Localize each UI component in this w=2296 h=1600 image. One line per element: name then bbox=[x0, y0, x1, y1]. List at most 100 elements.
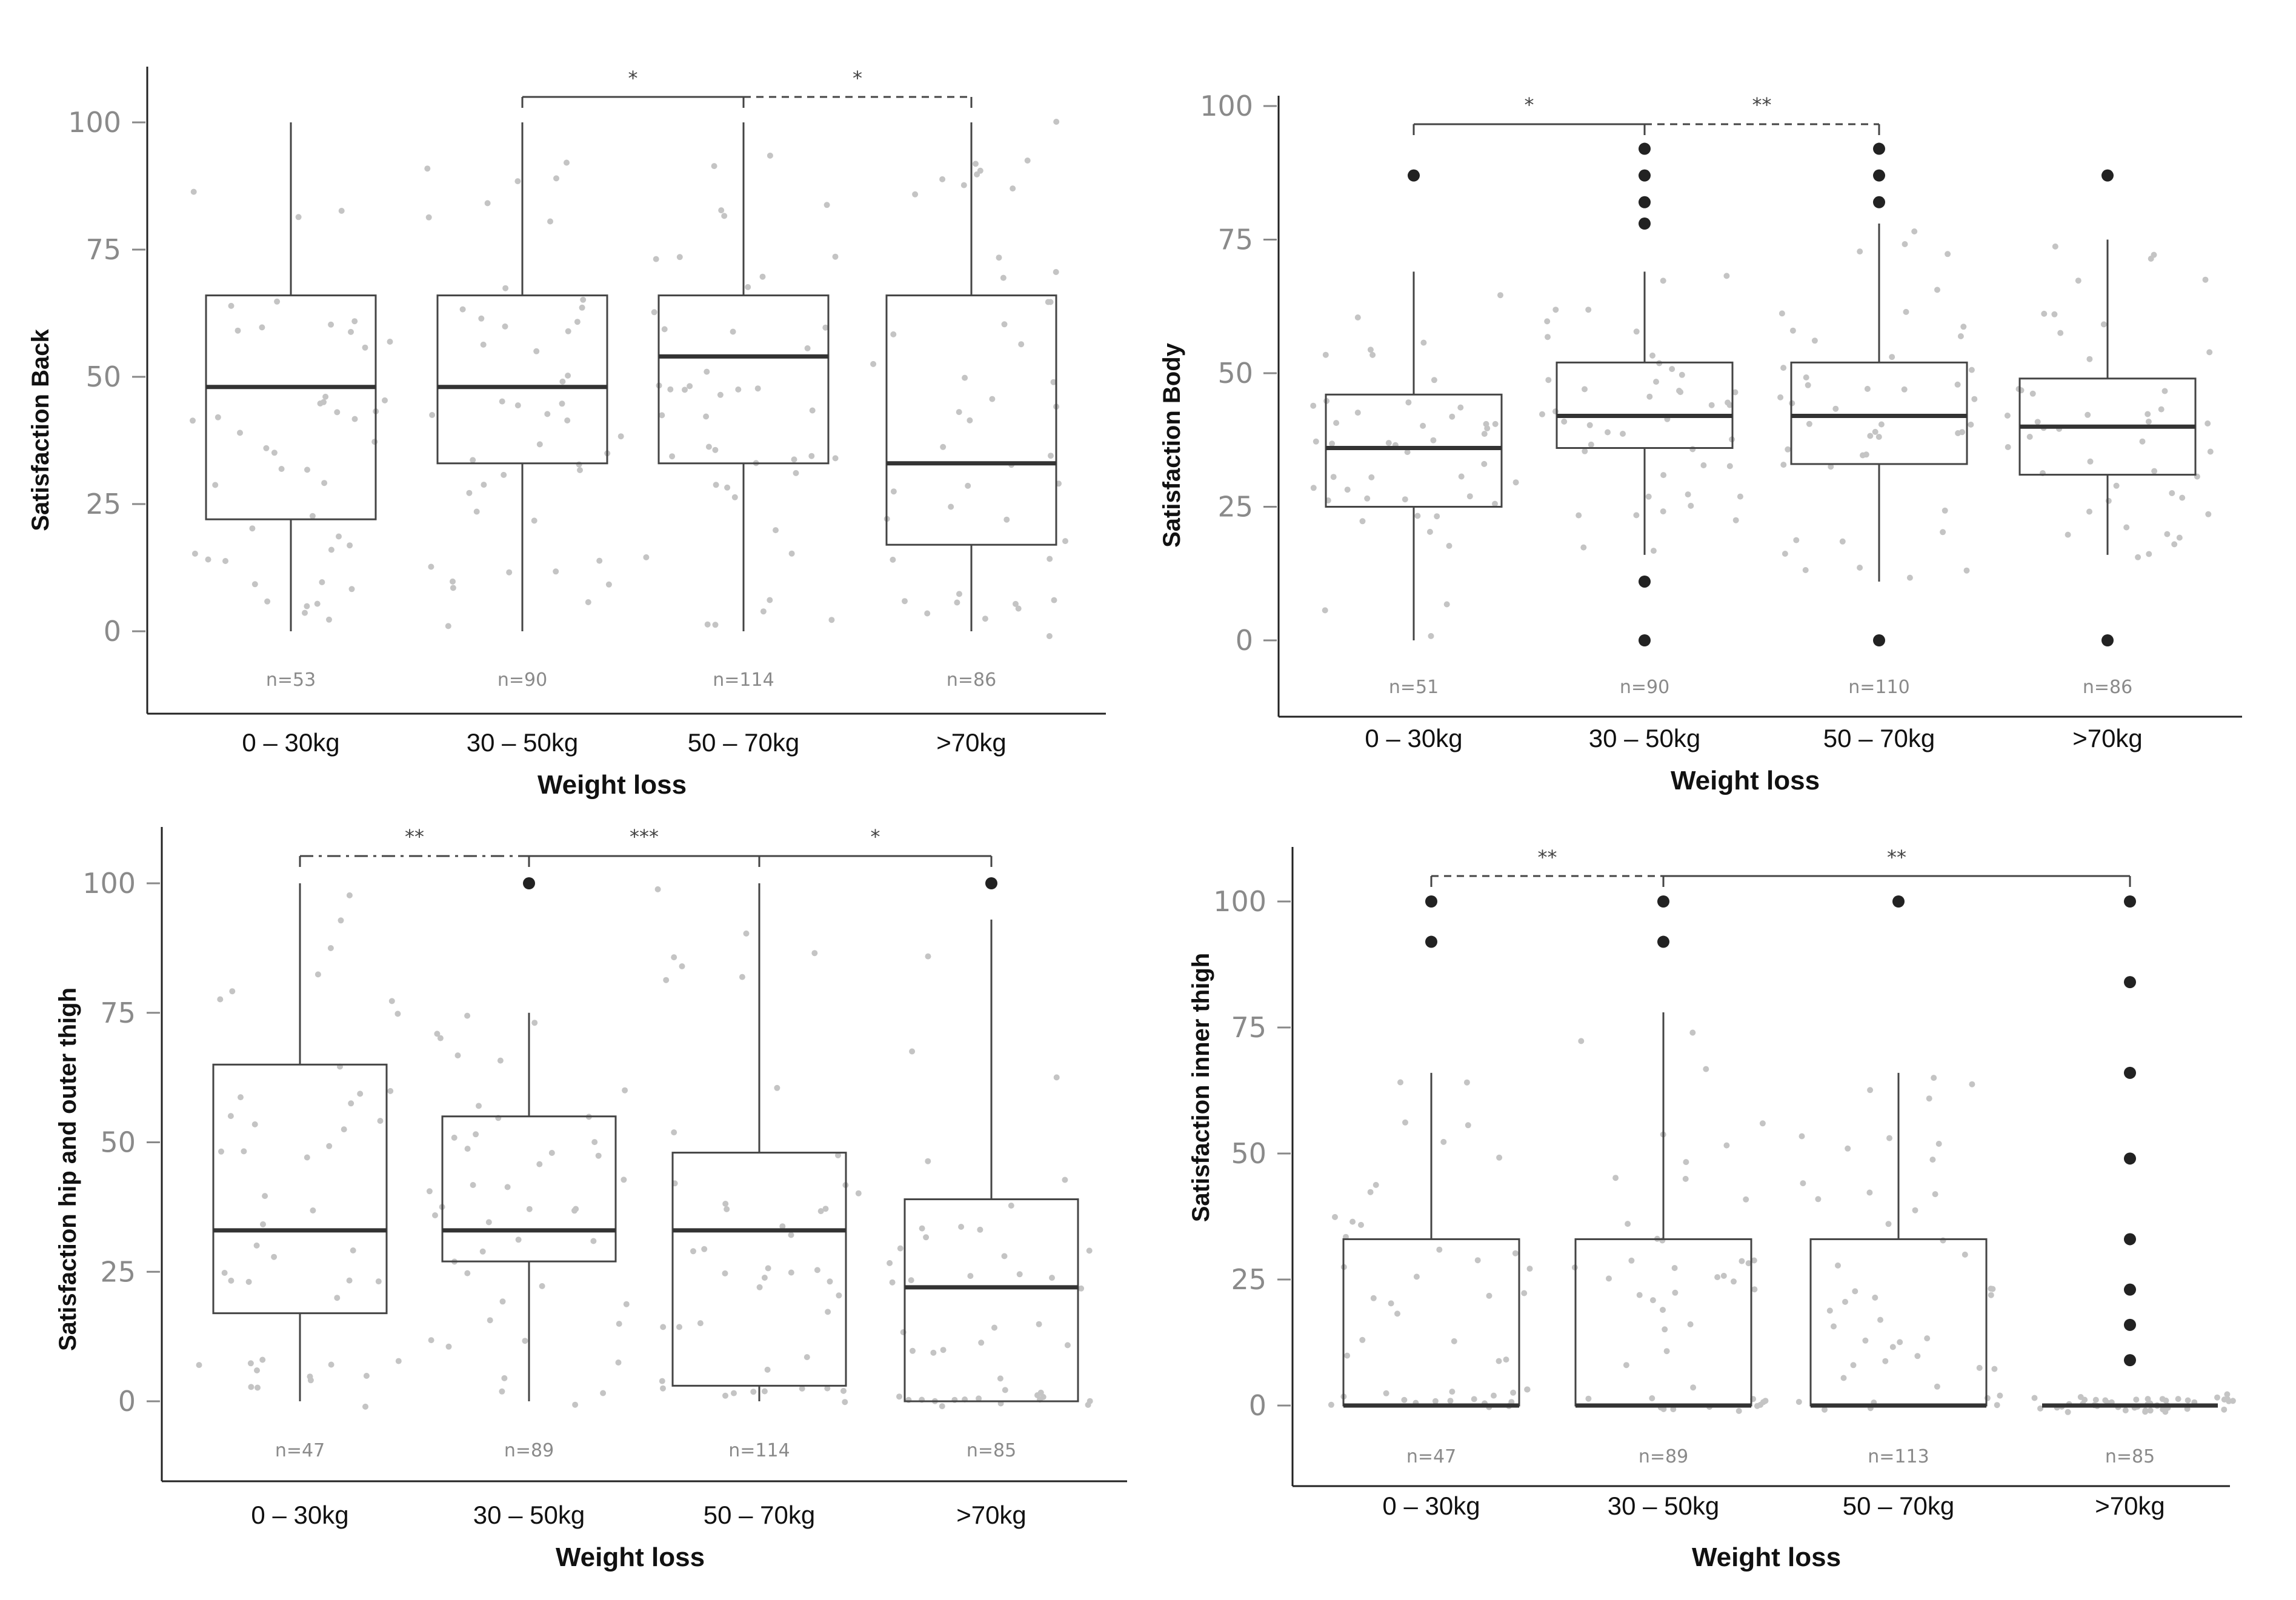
jitter-point bbox=[221, 1270, 228, 1276]
jitter-point bbox=[1689, 1029, 1696, 1036]
jitter-point bbox=[1545, 334, 1551, 340]
jitter-point bbox=[310, 1207, 316, 1213]
jitter-point bbox=[767, 152, 773, 159]
chart-panel-2: 0 25 50 75 100 Satisfaction Body Weight loss n=… bbox=[1159, 90, 2242, 795]
box-4: n=85 >70kg bbox=[903, 877, 1079, 1529]
jitter-point bbox=[779, 1223, 786, 1230]
jitter-point bbox=[660, 1324, 667, 1330]
jitter-point bbox=[956, 591, 962, 597]
jitter-point bbox=[2145, 1396, 2151, 1402]
jitter-point bbox=[1811, 337, 1818, 344]
jitter-point bbox=[222, 558, 228, 564]
jitter-point bbox=[1388, 1300, 1394, 1307]
jitter-point bbox=[1671, 1265, 1678, 1271]
jitter-point bbox=[574, 319, 581, 325]
jitter-point bbox=[1496, 1358, 1502, 1364]
jitter-point bbox=[973, 161, 979, 167]
jitter-point bbox=[1049, 1275, 1055, 1281]
jitter-point bbox=[939, 176, 946, 182]
jitter-point bbox=[1914, 1353, 1921, 1359]
jitter-point bbox=[717, 391, 724, 398]
jitter-point bbox=[1739, 1258, 1745, 1264]
jitter-point bbox=[660, 1385, 666, 1392]
jitter-point bbox=[722, 1270, 728, 1276]
jitter-point bbox=[371, 439, 378, 445]
jitter-point bbox=[1458, 473, 1465, 480]
jitter-point bbox=[473, 1131, 479, 1138]
jitter-point bbox=[1690, 1384, 1697, 1391]
jitter-point bbox=[759, 273, 766, 280]
y-tick-label: 0 bbox=[1249, 1389, 1266, 1422]
jitter-point bbox=[1034, 1392, 1040, 1398]
significance-label: * bbox=[853, 67, 862, 90]
jitter-point bbox=[553, 568, 559, 575]
jitter-point bbox=[1994, 1402, 2000, 1409]
jitter-point bbox=[1620, 431, 1626, 437]
jitter-point bbox=[2029, 390, 2036, 397]
jitter-point bbox=[382, 397, 388, 403]
box-2: n=90 30 – 50kg bbox=[1556, 142, 1734, 752]
jitter-point bbox=[1862, 1337, 1869, 1344]
jitter-point bbox=[259, 324, 265, 331]
jitter-point bbox=[327, 945, 334, 951]
jitter-points bbox=[1310, 228, 2214, 639]
jitter-point bbox=[1875, 434, 1882, 440]
jitter-point bbox=[653, 256, 659, 262]
jitter-point bbox=[425, 214, 432, 221]
jitter-point bbox=[908, 1277, 914, 1284]
significance-bracket: * bbox=[758, 825, 993, 867]
jitter-point bbox=[1561, 418, 1568, 425]
jitter-point bbox=[1328, 1401, 1334, 1408]
jitter-point bbox=[739, 974, 745, 980]
jitter-point bbox=[1991, 1366, 1998, 1372]
significance-bracket: * bbox=[742, 67, 973, 108]
jitter-point bbox=[659, 412, 665, 419]
jitter-point bbox=[1968, 421, 1974, 428]
outlier-point bbox=[1873, 196, 1885, 208]
jitter-point bbox=[326, 1143, 333, 1149]
jitter-point bbox=[817, 1208, 824, 1215]
jitter-point bbox=[1354, 314, 1361, 320]
box-3: n=114 50 – 70kg bbox=[671, 883, 847, 1529]
jitter-point bbox=[1367, 347, 1374, 353]
y-axis-title: Satisfaction inner thigh bbox=[1188, 953, 1214, 1222]
jitter-point bbox=[1653, 379, 1659, 385]
jitter-point bbox=[1582, 386, 1588, 393]
jitter-point bbox=[1431, 377, 1437, 383]
jitter-point bbox=[502, 285, 509, 291]
jitter-point bbox=[2105, 497, 2112, 504]
jitter-point bbox=[1496, 1154, 1503, 1161]
jitter-point bbox=[2185, 1397, 2191, 1404]
jitter-points bbox=[190, 119, 1068, 639]
jitter-point bbox=[274, 298, 281, 305]
significance-label: * bbox=[628, 67, 638, 90]
outlier-point bbox=[2124, 895, 2136, 908]
y-tick-label: 75 bbox=[1231, 1011, 1266, 1044]
jitter-point bbox=[450, 578, 456, 585]
jitter-point bbox=[2085, 411, 2091, 418]
jitter-point bbox=[336, 533, 342, 540]
jitter-point bbox=[887, 1260, 893, 1266]
outlier-point bbox=[1639, 196, 1651, 208]
jitter-point bbox=[1902, 241, 1908, 247]
jitter-point bbox=[1779, 310, 1785, 317]
jitter-point bbox=[923, 1234, 930, 1241]
jitter-point bbox=[902, 598, 908, 605]
jitter-point bbox=[1003, 516, 1010, 523]
jitter-point bbox=[1670, 1406, 1677, 1413]
jitter-point bbox=[596, 557, 603, 564]
jitter-point bbox=[1000, 274, 1007, 281]
jitter-point bbox=[690, 1248, 696, 1255]
box-2: n=89 30 – 50kg bbox=[1574, 895, 1752, 1520]
jitter-point bbox=[804, 1354, 810, 1361]
jitter-point bbox=[2057, 330, 2064, 336]
jitter-point bbox=[466, 490, 473, 496]
jitter-point bbox=[347, 542, 353, 549]
jitter-point bbox=[761, 1275, 768, 1281]
jitter-point bbox=[322, 393, 329, 400]
y-tick-label: 100 bbox=[68, 106, 121, 139]
jitter-point bbox=[924, 610, 931, 617]
n-label: n=51 bbox=[1389, 677, 1439, 698]
jitter-point bbox=[1628, 1257, 1635, 1264]
jitter-point bbox=[1976, 1364, 1983, 1371]
